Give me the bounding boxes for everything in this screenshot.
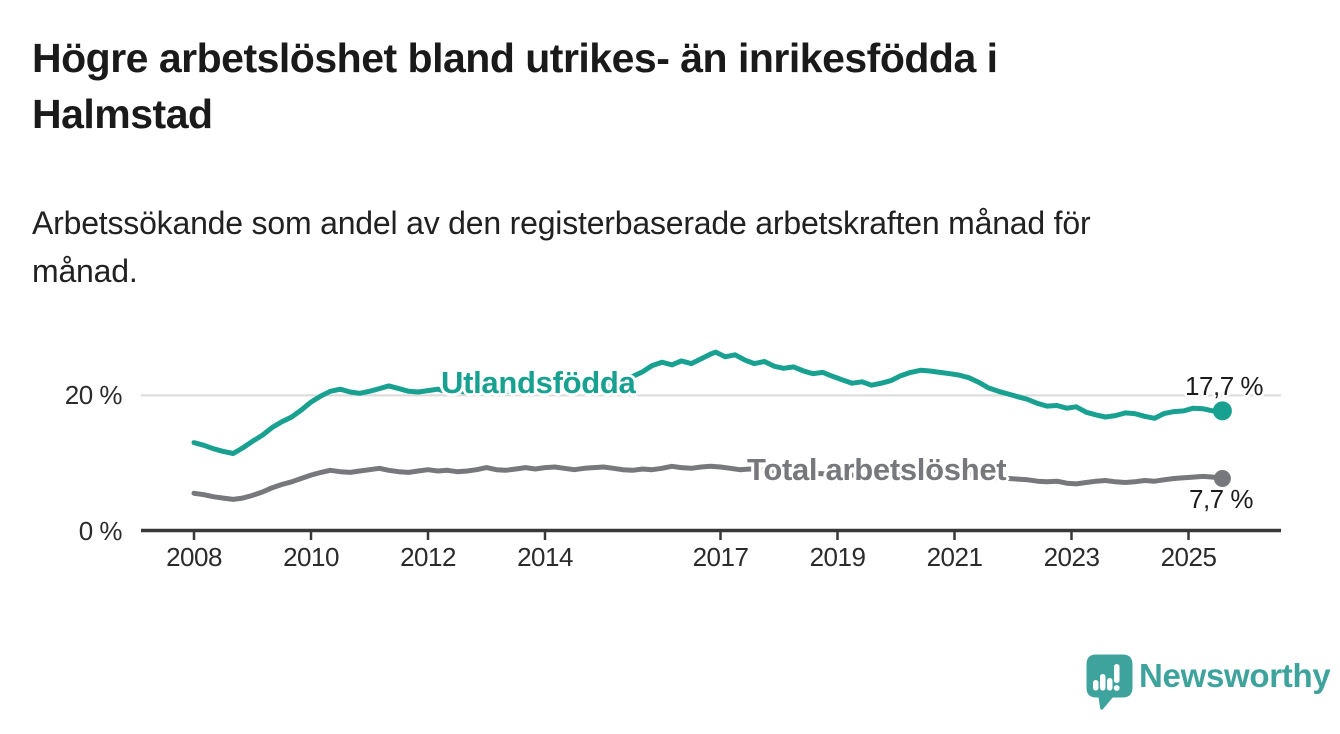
gridlines <box>141 394 1281 533</box>
chart-subtitle-line2: månad. <box>32 253 138 289</box>
page-title: Högre arbetslöshet bland utrikes- än inr… <box>32 30 1292 142</box>
y-tick-label-0: 0 % <box>78 515 123 546</box>
logo-bar-3 <box>1107 678 1113 691</box>
x-tick-label-2008: 2008 <box>166 542 222 572</box>
page-title-line1: Högre arbetslöshet bland utrikes- än inr… <box>32 35 998 81</box>
logo-exclamation-dot <box>1113 685 1120 691</box>
end-value-label-total: 7,7 % <box>1189 484 1254 514</box>
newsworthy-logo[interactable] <box>1086 654 1133 711</box>
logo-bar-1 <box>1093 680 1099 691</box>
page-title-line2: Halmstad <box>32 91 213 137</box>
series-lines <box>191 349 1225 502</box>
x-tick-label-2012: 2012 <box>400 542 456 572</box>
x-tick-label-2010: 2010 <box>283 542 339 572</box>
x-tick-label-2023: 2023 <box>1043 542 1100 572</box>
logo-bar-2 <box>1100 674 1106 691</box>
x-tick-label-2025: 2025 <box>1160 542 1217 572</box>
x-tick-label-2014: 2014 <box>517 542 573 572</box>
series-line-0 <box>191 349 1225 456</box>
brand-wordmark[interactable]: Newsworthy <box>1139 657 1331 694</box>
x-tick-label-2017: 2017 <box>692 542 749 572</box>
series-end-dots <box>1212 401 1232 487</box>
x-tick-label-2021: 2021 <box>926 542 983 572</box>
y-tick-label-20: 20 % <box>64 380 123 411</box>
series-line-1 <box>191 463 1225 502</box>
series-label-utlandsfodda: Utlandsfödda <box>441 365 636 400</box>
logo-exclamation-bar <box>1114 664 1120 683</box>
speech-bubble-bar-chart-icon <box>1086 654 1133 710</box>
x-axis-tick-marks <box>192 530 1190 540</box>
series-end-dot-0 <box>1212 401 1232 421</box>
chart-subtitle: Arbetssökande som andel av den registerb… <box>32 199 1292 295</box>
end-value-label-utlandsfodda: 17,7 % <box>1185 371 1263 401</box>
x-tick-label-2019: 2019 <box>809 542 866 572</box>
series-label-total-arbetsloshet: Total arbetslöshet <box>747 452 1007 487</box>
chart-subtitle-line1: Arbetssökande som andel av den registerb… <box>32 205 1091 241</box>
